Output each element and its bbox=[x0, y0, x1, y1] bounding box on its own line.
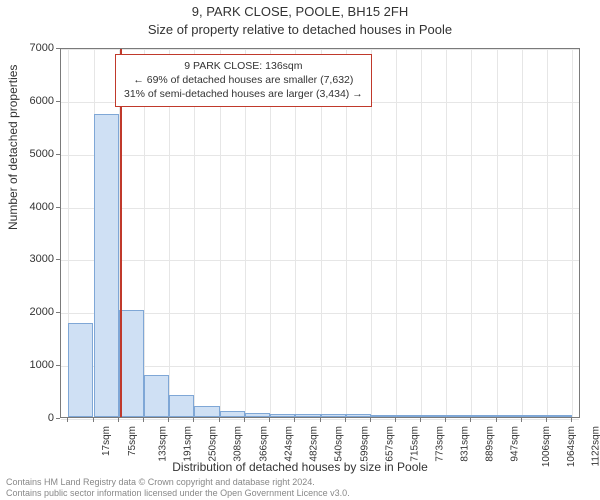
x-tick-label: 889sqm bbox=[485, 426, 496, 462]
x-tick-mark bbox=[269, 418, 270, 422]
gridline-vertical bbox=[497, 49, 498, 417]
histogram-bar bbox=[547, 415, 572, 417]
credits-line1: Contains HM Land Registry data © Crown c… bbox=[6, 477, 350, 487]
histogram-bar bbox=[421, 415, 446, 417]
x-tick-label: 75sqm bbox=[127, 426, 138, 456]
histogram-bar bbox=[169, 395, 194, 417]
x-tick-mark bbox=[168, 418, 169, 422]
x-tick-mark bbox=[143, 418, 144, 422]
y-tick-mark bbox=[56, 418, 60, 419]
histogram-bar bbox=[295, 414, 321, 417]
gridline-horizontal bbox=[61, 49, 579, 50]
x-tick-mark bbox=[546, 418, 547, 422]
gridline-vertical bbox=[522, 49, 523, 417]
histogram-bar bbox=[497, 415, 522, 417]
x-tick-label: 250sqm bbox=[208, 426, 219, 462]
histogram-bar bbox=[270, 414, 295, 417]
histogram-bar bbox=[321, 414, 346, 417]
x-tick-label: 366sqm bbox=[258, 426, 269, 462]
x-tick-label: 657sqm bbox=[384, 426, 395, 462]
y-tick-label: 5000 bbox=[4, 148, 54, 160]
x-tick-label: 831sqm bbox=[460, 426, 471, 462]
x-tick-mark bbox=[496, 418, 497, 422]
histogram-bar bbox=[220, 411, 245, 417]
x-tick-mark bbox=[420, 418, 421, 422]
x-tick-label: 424sqm bbox=[283, 426, 294, 462]
annotation-line3: 31% of semi-detached houses are larger (… bbox=[124, 87, 363, 101]
histogram-bar bbox=[446, 415, 471, 417]
x-tick-label: 947sqm bbox=[510, 426, 521, 462]
chart-title-line1: 9, PARK CLOSE, POOLE, BH15 2FH bbox=[0, 4, 600, 19]
x-tick-mark bbox=[118, 418, 119, 422]
gridline-vertical bbox=[421, 49, 422, 417]
x-tick-label: 17sqm bbox=[101, 426, 112, 456]
x-tick-mark bbox=[445, 418, 446, 422]
x-tick-mark bbox=[345, 418, 346, 422]
histogram-bar bbox=[522, 415, 547, 417]
x-tick-label: 133sqm bbox=[157, 426, 168, 462]
x-tick-mark bbox=[571, 418, 572, 422]
x-tick-label: 482sqm bbox=[308, 426, 319, 462]
histogram-bar bbox=[144, 375, 170, 417]
x-tick-mark bbox=[370, 418, 371, 422]
gridline-vertical bbox=[396, 49, 397, 417]
x-tick-label: 191sqm bbox=[182, 426, 193, 462]
x-tick-mark bbox=[244, 418, 245, 422]
x-tick-label: 540sqm bbox=[334, 426, 345, 462]
x-tick-mark bbox=[395, 418, 396, 422]
x-tick-mark bbox=[93, 418, 94, 422]
y-tick-label: 3000 bbox=[4, 253, 54, 265]
x-axis-label: Distribution of detached houses by size … bbox=[0, 460, 600, 474]
x-tick-label: 773sqm bbox=[435, 426, 446, 462]
x-tick-label: 1006sqm bbox=[541, 426, 552, 467]
x-tick-mark bbox=[193, 418, 194, 422]
x-tick-mark bbox=[320, 418, 321, 422]
y-tick-mark bbox=[56, 207, 60, 208]
x-tick-label: 599sqm bbox=[359, 426, 370, 462]
x-tick-label: 715sqm bbox=[409, 426, 420, 462]
histogram-bar bbox=[94, 114, 119, 417]
gridline-horizontal bbox=[61, 208, 579, 209]
marker-annotation-box: 9 PARK CLOSE: 136sqm ← 69% of detached h… bbox=[115, 54, 372, 107]
annotation-line2: ← 69% of detached houses are smaller (7,… bbox=[124, 73, 363, 87]
y-tick-mark bbox=[56, 259, 60, 260]
x-tick-label: 1122sqm bbox=[591, 426, 600, 466]
histogram-bar bbox=[371, 415, 396, 417]
y-tick-label: 2000 bbox=[4, 306, 54, 318]
histogram-bar bbox=[68, 323, 93, 417]
gridline-vertical bbox=[572, 49, 573, 417]
histogram-bar bbox=[346, 414, 371, 417]
gridline-horizontal bbox=[61, 260, 579, 261]
y-tick-label: 6000 bbox=[4, 95, 54, 107]
x-tick-mark bbox=[67, 418, 68, 422]
x-tick-mark bbox=[219, 418, 220, 422]
y-tick-mark bbox=[56, 101, 60, 102]
y-tick-mark bbox=[56, 48, 60, 49]
histogram-bar bbox=[194, 406, 219, 417]
histogram-bar bbox=[471, 415, 497, 417]
gridline-vertical bbox=[471, 49, 472, 417]
gridline-vertical bbox=[547, 49, 548, 417]
credits-block: Contains HM Land Registry data © Crown c… bbox=[6, 477, 350, 498]
credits-line2: Contains public sector information licen… bbox=[6, 488, 350, 498]
x-tick-mark bbox=[470, 418, 471, 422]
x-tick-mark bbox=[294, 418, 295, 422]
y-tick-mark bbox=[56, 154, 60, 155]
y-tick-label: 1000 bbox=[4, 359, 54, 371]
y-tick-label: 0 bbox=[4, 412, 54, 424]
y-tick-label: 7000 bbox=[4, 42, 54, 54]
x-tick-mark bbox=[521, 418, 522, 422]
x-tick-label: 1064sqm bbox=[566, 426, 577, 467]
gridline-horizontal bbox=[61, 155, 579, 156]
annotation-line1: 9 PARK CLOSE: 136sqm bbox=[124, 59, 363, 73]
chart-title-line2: Size of property relative to detached ho… bbox=[0, 22, 600, 37]
x-tick-label: 308sqm bbox=[233, 426, 244, 462]
histogram-bar bbox=[245, 413, 270, 417]
histogram-bar bbox=[119, 310, 144, 417]
y-tick-mark bbox=[56, 365, 60, 366]
histogram-bar bbox=[396, 415, 421, 417]
y-tick-label: 4000 bbox=[4, 201, 54, 213]
y-tick-mark bbox=[56, 312, 60, 313]
gridline-vertical bbox=[446, 49, 447, 417]
